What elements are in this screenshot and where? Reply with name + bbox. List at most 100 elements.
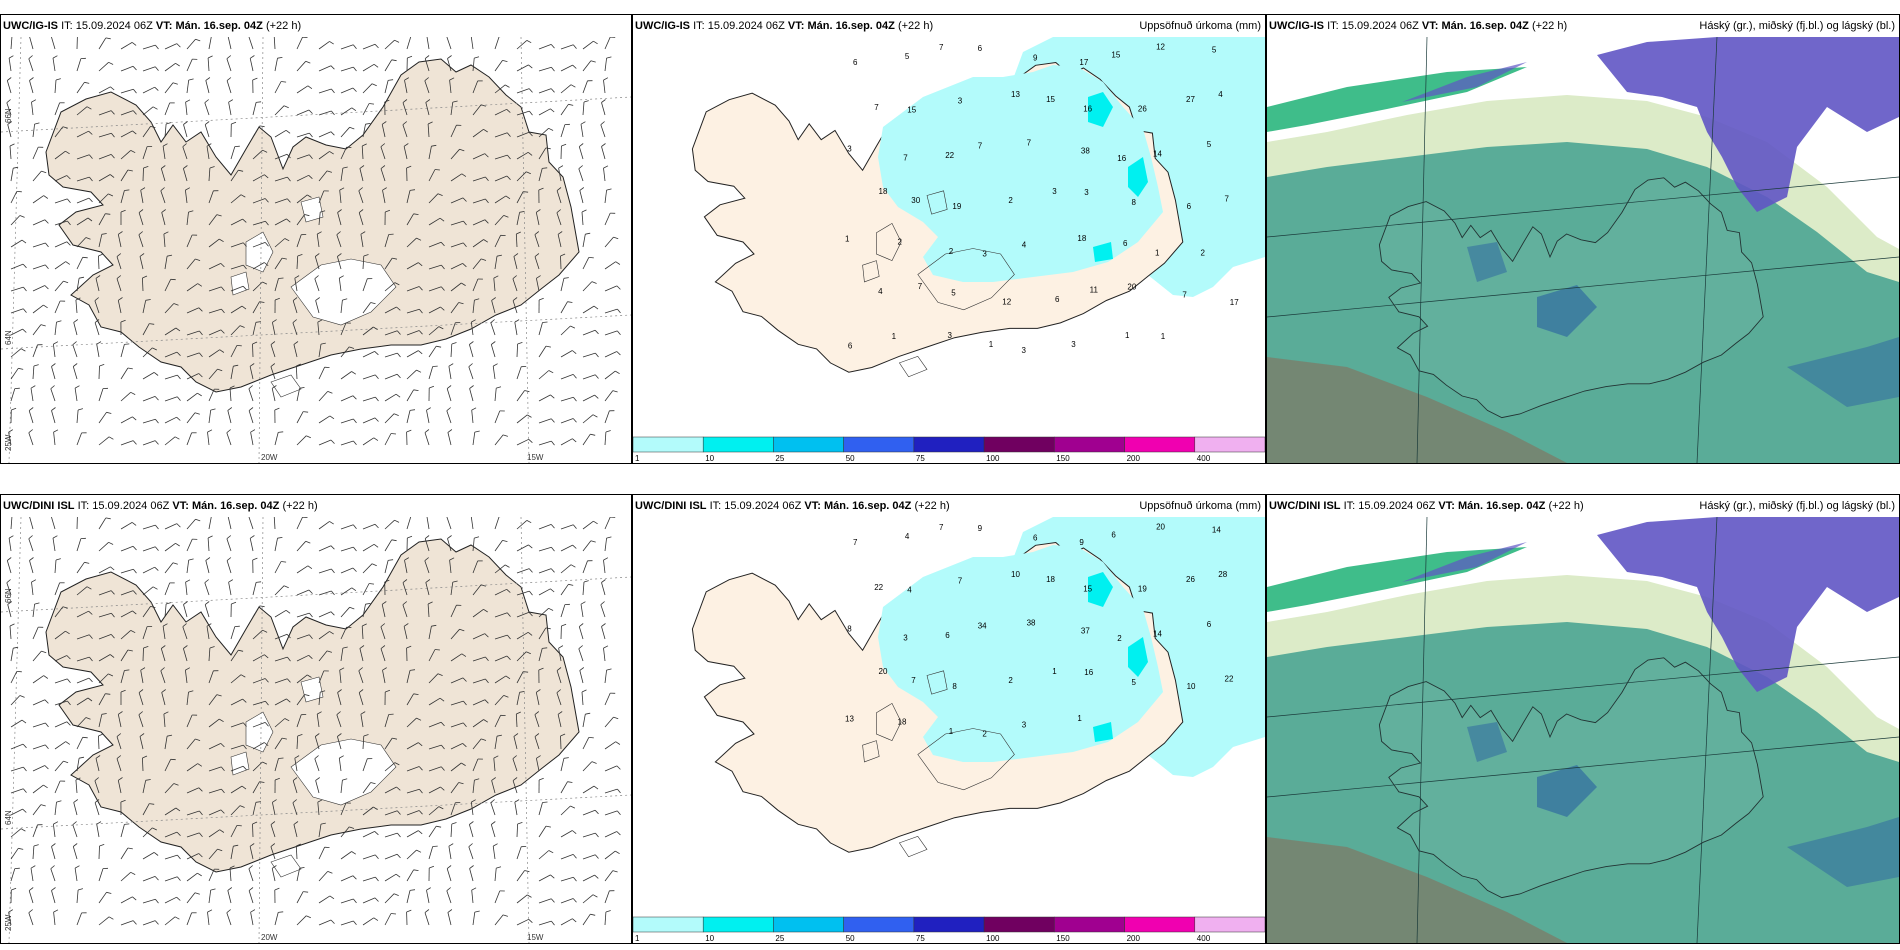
wind-barb <box>230 169 244 182</box>
wind-barb <box>560 123 570 138</box>
wind-barb <box>340 546 357 552</box>
wind-barb <box>515 711 521 728</box>
wind-barb <box>472 239 489 248</box>
wind-barb <box>117 231 123 248</box>
wind-barb <box>295 843 301 860</box>
wind-barb <box>448 843 454 860</box>
wind-barb <box>402 121 408 138</box>
wind-barb <box>447 909 453 926</box>
wind-barb <box>50 865 56 882</box>
wind-barb <box>182 623 188 640</box>
wind-barb <box>142 898 159 904</box>
wind-barb <box>142 524 159 530</box>
wind-barb <box>538 187 544 204</box>
wind-barb <box>98 411 112 424</box>
wind-barb <box>98 867 109 882</box>
wind-barb <box>406 165 412 182</box>
wind-barb <box>98 891 112 904</box>
precip-value: 5 <box>905 52 910 61</box>
wind-barb <box>494 655 511 662</box>
wind-barb <box>340 898 357 904</box>
wind-barb <box>384 257 398 270</box>
precip-value: 3 <box>1022 721 1027 730</box>
wind-barb <box>428 697 445 706</box>
wind-barb <box>186 210 194 226</box>
wind-barb <box>164 122 172 138</box>
projection-line <box>1416 37 1428 463</box>
wind-barb <box>207 55 213 72</box>
precip-value: 10 <box>1187 682 1196 691</box>
wind-barb <box>98 86 115 94</box>
graticule-label: 66N <box>4 588 13 603</box>
wind-barb <box>252 262 269 270</box>
wind-barb <box>556 209 562 226</box>
wind-barb <box>446 37 452 50</box>
wind-barb <box>142 876 159 882</box>
wind-barb <box>472 298 480 314</box>
precip-value: 6 <box>848 342 853 351</box>
wind-barb <box>186 58 198 72</box>
wind-barb <box>426 407 431 424</box>
wind-barb <box>274 57 283 72</box>
wind-barb <box>120 649 133 662</box>
wind-barb <box>516 894 532 904</box>
wind-barb <box>32 122 40 138</box>
wind-barb <box>450 242 467 248</box>
wind-barb <box>450 322 461 336</box>
wind-barb <box>362 123 371 138</box>
wind-barb <box>271 865 277 882</box>
precip-value: 11 <box>1090 286 1099 295</box>
wind-map: 66N 64N 25W 20W 15W <box>1 517 631 943</box>
wind-barb <box>164 602 172 618</box>
precip-value: 3 <box>847 145 852 154</box>
wind-barb <box>10 828 26 838</box>
wind-barb <box>95 755 101 772</box>
wind-barb <box>490 821 496 838</box>
wind-barb <box>494 254 502 270</box>
wind-barb <box>51 843 56 860</box>
wind-barb <box>32 364 39 380</box>
wind-barb <box>296 714 307 728</box>
precip-core <box>1128 157 1148 197</box>
wind-barb <box>186 352 203 358</box>
wind-barb <box>450 628 465 640</box>
wind-barb <box>208 646 215 662</box>
wind-barb <box>362 782 376 794</box>
wind-barb <box>538 607 554 618</box>
low-cloud <box>1787 337 1899 407</box>
wind-barb <box>205 557 211 574</box>
wind-barb <box>560 143 567 160</box>
precip-value: 2 <box>982 729 987 738</box>
wind-barb <box>535 209 541 226</box>
wind-barb <box>538 825 551 838</box>
wind-barb <box>274 431 284 446</box>
wind-barb <box>94 799 100 816</box>
wind-barb <box>120 610 137 618</box>
wind-barb <box>142 755 148 772</box>
wind-barb <box>560 103 574 116</box>
wind-barb <box>227 407 233 424</box>
wind-barb <box>340 646 348 662</box>
wind-barb <box>230 194 246 204</box>
wind-barb <box>337 253 342 270</box>
iceland-land <box>45 58 580 393</box>
wind-barb <box>538 874 555 882</box>
wind-barb <box>472 584 486 596</box>
wind-barb <box>516 691 525 706</box>
wind-barb <box>427 121 433 138</box>
wind-barb <box>424 429 430 446</box>
wind-barb <box>472 699 489 706</box>
wind-barb <box>340 626 352 640</box>
precip-value: 15 <box>1083 584 1092 593</box>
wind-barb <box>384 306 401 314</box>
wind-barb <box>538 44 555 50</box>
wind-barb <box>229 865 235 882</box>
wind-barb <box>10 367 24 380</box>
low-cloud <box>1467 722 1507 762</box>
wind-barb <box>208 308 225 314</box>
wind-barb <box>274 585 289 596</box>
wind-barb <box>446 517 452 530</box>
wind-barb <box>52 55 58 72</box>
precip-value: 5 <box>951 289 956 298</box>
legend-label: 150 <box>1056 934 1070 943</box>
